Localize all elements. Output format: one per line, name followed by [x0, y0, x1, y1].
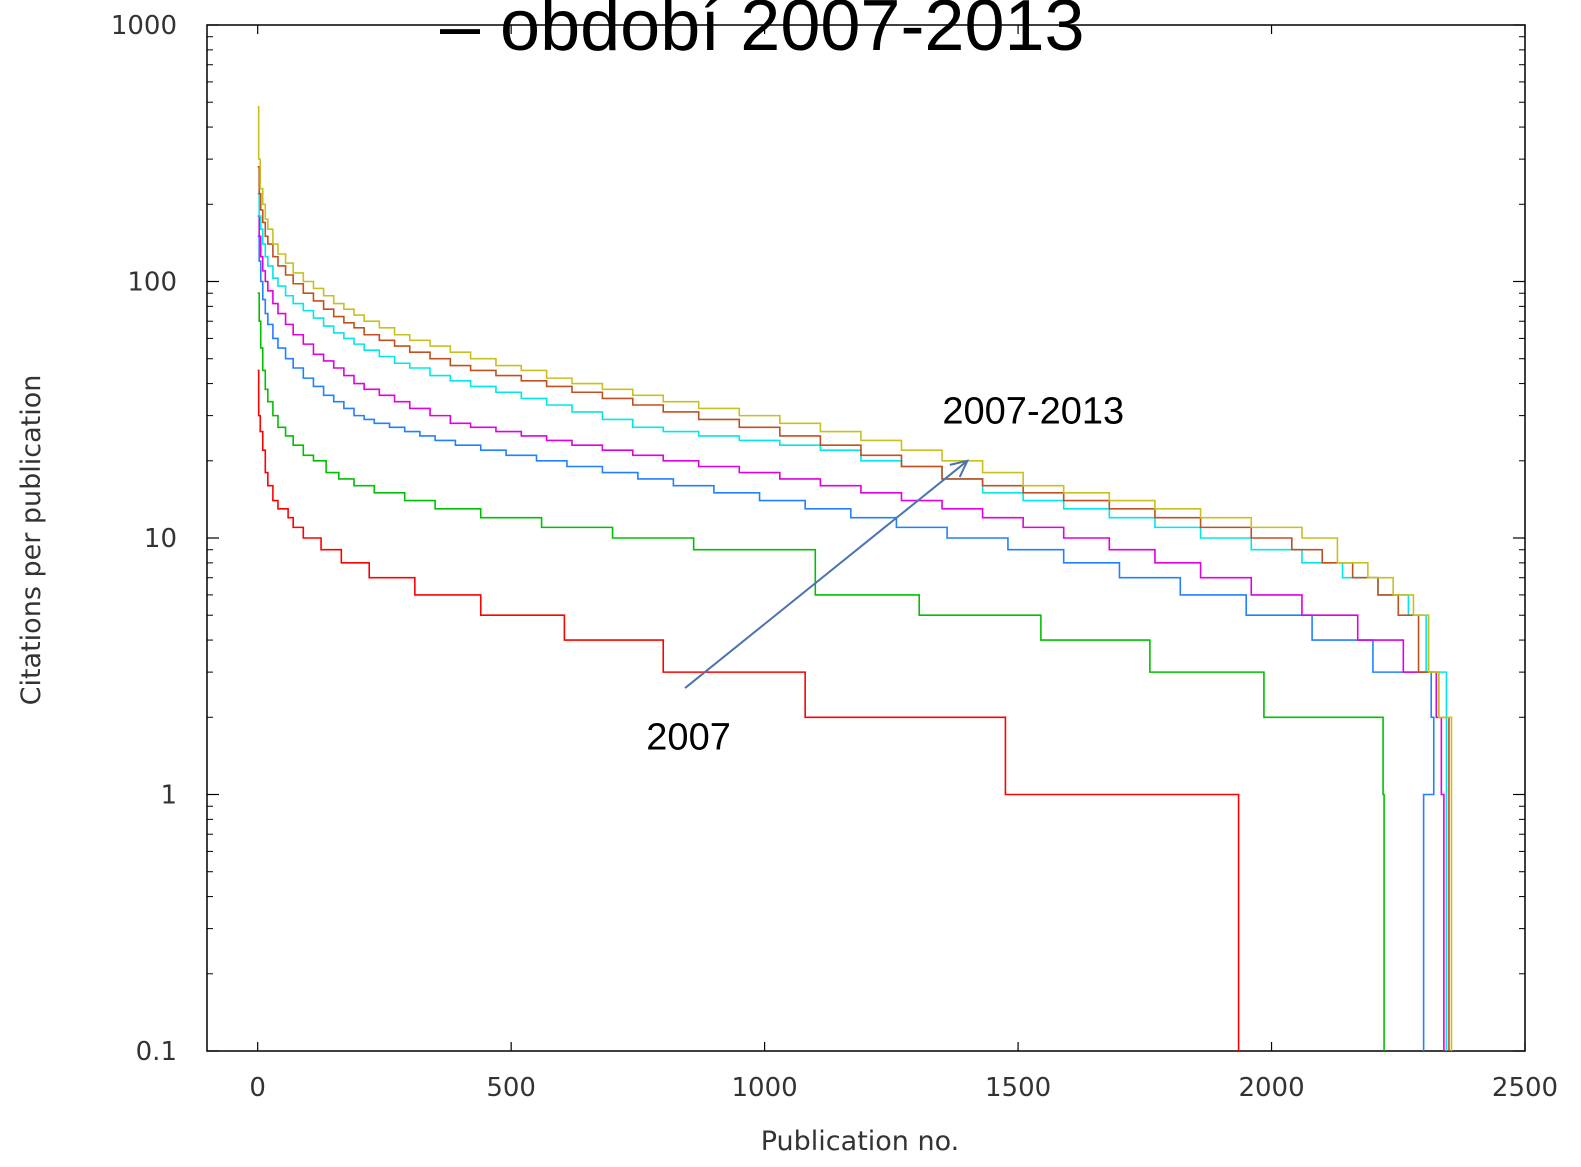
- annotation-period: 2007-2013: [942, 390, 1124, 432]
- y-tick-label: 10: [144, 524, 177, 554]
- annotation-start-year: 2007: [646, 716, 731, 758]
- x-tick-label: 1500: [985, 1073, 1051, 1103]
- series-line-6: [257, 166, 1450, 1051]
- x-tick-label: 500: [486, 1073, 536, 1103]
- trend-arrow-head: [949, 459, 970, 478]
- series-line-2: [257, 292, 1385, 1051]
- y-axis-title: Citations per publication: [16, 375, 47, 706]
- x-axis-title: Publication no.: [761, 1126, 960, 1157]
- series-line-5: [257, 192, 1448, 1051]
- trend-arrow-line: [684, 460, 969, 689]
- series-line-1: [257, 369, 1240, 1051]
- x-tick-label: 0: [249, 1073, 266, 1103]
- series-line-3: [257, 235, 1435, 1051]
- annotation-layer: 2007 2007-2013: [646, 390, 1124, 758]
- slide-heading: – období 2007-2013: [440, 0, 1085, 66]
- y-tick-label: 1000: [111, 11, 177, 41]
- y-tick-label: 1: [160, 781, 177, 811]
- x-tick-label: 1000: [732, 1073, 798, 1103]
- series-line-4: [257, 215, 1445, 1051]
- axes-layer: 0 500 1000 1500 2000 2500 0.1 1 10 100 1000: [111, 11, 1558, 1103]
- series-line-7: [257, 105, 1453, 1051]
- y-tick-label: 0.1: [136, 1037, 177, 1067]
- y-tick-label: 100: [127, 268, 177, 298]
- x-tick-label: 2500: [1492, 1073, 1558, 1103]
- series-layer: [257, 105, 1453, 1051]
- x-tick-label: 2000: [1238, 1073, 1304, 1103]
